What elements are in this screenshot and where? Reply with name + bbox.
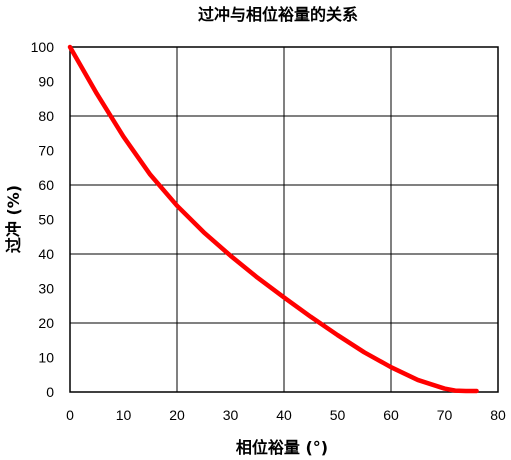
chart-title: 过冲与相位裕量的关系 [198, 5, 358, 24]
x-tick-label: 20 [169, 407, 185, 423]
y-tick-label: 10 [38, 350, 54, 366]
y-tick-label: 100 [31, 39, 55, 55]
y-axis-ticks: 0 10 20 30 40 50 60 70 80 90 100 [31, 39, 55, 400]
x-axis-label: 相位裕量 (°) [236, 438, 328, 457]
y-tick-label: 60 [38, 177, 54, 193]
x-tick-label: 10 [116, 407, 132, 423]
x-tick-label: 60 [383, 407, 399, 423]
x-tick-label: 0 [66, 407, 74, 423]
x-tick-label: 30 [223, 407, 239, 423]
x-tick-label: 50 [330, 407, 346, 423]
series-layer [67, 44, 479, 394]
x-axis-ticks: 0 10 20 30 40 50 60 70 80 [66, 407, 506, 423]
y-tick-label: 0 [46, 384, 54, 400]
y-tick-label: 50 [38, 212, 54, 228]
grid-lines [70, 47, 498, 392]
y-tick-label: 30 [38, 281, 54, 297]
overshoot-curve [67, 44, 479, 394]
y-tick-label: 90 [38, 74, 54, 90]
plot-area-frame [69, 46, 499, 393]
y-tick-label: 80 [38, 108, 54, 124]
x-tick-label: 40 [276, 407, 292, 423]
y-axis-label: 过冲 (%) [4, 185, 23, 253]
x-tick-label: 80 [490, 407, 506, 423]
y-tick-label: 40 [38, 246, 54, 262]
y-tick-label: 70 [38, 143, 54, 159]
y-tick-label: 20 [38, 315, 54, 331]
x-tick-label: 70 [437, 407, 453, 423]
